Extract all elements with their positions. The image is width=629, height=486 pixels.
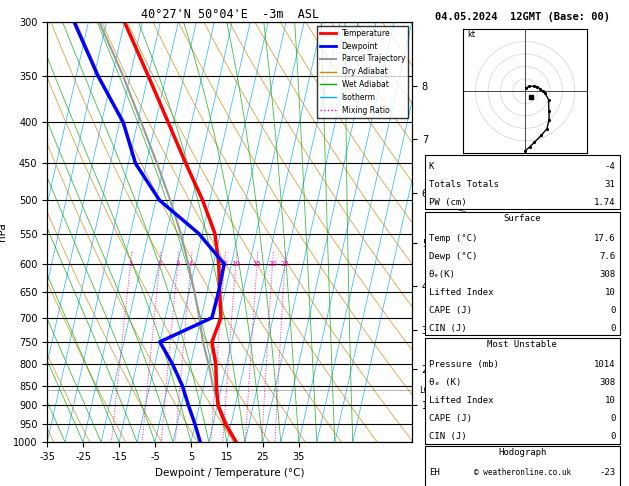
Text: 2: 2 — [157, 261, 162, 267]
Text: CIN (J): CIN (J) — [429, 433, 466, 441]
Text: Hodograph: Hodograph — [498, 448, 546, 457]
Text: Temp (°C): Temp (°C) — [429, 234, 477, 243]
Text: 8: 8 — [222, 261, 226, 267]
Text: 1014: 1014 — [594, 360, 615, 369]
Text: 308: 308 — [599, 378, 615, 387]
Text: 308: 308 — [599, 270, 615, 279]
Text: 0: 0 — [610, 414, 615, 423]
Text: 17.6: 17.6 — [594, 234, 615, 243]
Text: Dewp (°C): Dewp (°C) — [429, 252, 477, 261]
Text: kt: kt — [467, 30, 476, 38]
Y-axis label: hPa: hPa — [0, 223, 8, 242]
Text: Most Unstable: Most Unstable — [487, 340, 557, 349]
Text: θₑ(K): θₑ(K) — [429, 270, 455, 279]
Text: EH: EH — [429, 468, 440, 477]
Text: Totals Totals: Totals Totals — [429, 180, 499, 189]
Text: Surface: Surface — [503, 214, 541, 223]
Title: 40°27'N 50°04'E  -3m  ASL: 40°27'N 50°04'E -3m ASL — [140, 8, 319, 21]
Text: 0: 0 — [610, 306, 615, 315]
X-axis label: Dewpoint / Temperature (°C): Dewpoint / Temperature (°C) — [155, 468, 304, 478]
Text: Lifted Index: Lifted Index — [429, 396, 493, 405]
Text: PW (cm): PW (cm) — [429, 198, 466, 207]
Text: 4: 4 — [189, 261, 193, 267]
Text: 31: 31 — [604, 180, 615, 189]
Text: -4: -4 — [604, 162, 615, 171]
Text: CAPE (J): CAPE (J) — [429, 414, 472, 423]
Y-axis label: km
ASL: km ASL — [431, 224, 450, 240]
Text: 25: 25 — [281, 261, 289, 267]
Text: θₑ (K): θₑ (K) — [429, 378, 461, 387]
Text: 04.05.2024  12GMT (Base: 00): 04.05.2024 12GMT (Base: 00) — [435, 12, 610, 22]
Text: LCL: LCL — [420, 386, 435, 395]
Text: CIN (J): CIN (J) — [429, 324, 466, 333]
Text: 15: 15 — [252, 261, 262, 267]
Text: 1: 1 — [128, 261, 133, 267]
Text: 7.6: 7.6 — [599, 252, 615, 261]
Text: K: K — [429, 162, 434, 171]
Text: 10: 10 — [604, 396, 615, 405]
Text: © weatheronline.co.uk: © weatheronline.co.uk — [474, 469, 571, 477]
Text: 0: 0 — [610, 433, 615, 441]
Text: Mixing Ratio (g/kg): Mixing Ratio (g/kg) — [459, 195, 467, 269]
Bar — [425, 211, 620, 335]
Text: CAPE (J): CAPE (J) — [429, 306, 472, 315]
Legend: Temperature, Dewpoint, Parcel Trajectory, Dry Adiabat, Wet Adiabat, Isotherm, Mi: Temperature, Dewpoint, Parcel Trajectory… — [317, 26, 408, 118]
Text: 10: 10 — [231, 261, 240, 267]
Text: 10: 10 — [604, 288, 615, 297]
Text: 1.74: 1.74 — [594, 198, 615, 207]
Text: 3: 3 — [175, 261, 180, 267]
Bar — [425, 446, 620, 486]
Text: -23: -23 — [599, 468, 615, 477]
Text: 0: 0 — [610, 324, 615, 333]
Text: Lifted Index: Lifted Index — [429, 288, 493, 297]
Bar — [425, 338, 620, 444]
Text: 20: 20 — [268, 261, 277, 267]
Text: Pressure (mb): Pressure (mb) — [429, 360, 499, 369]
Bar — [425, 155, 620, 209]
